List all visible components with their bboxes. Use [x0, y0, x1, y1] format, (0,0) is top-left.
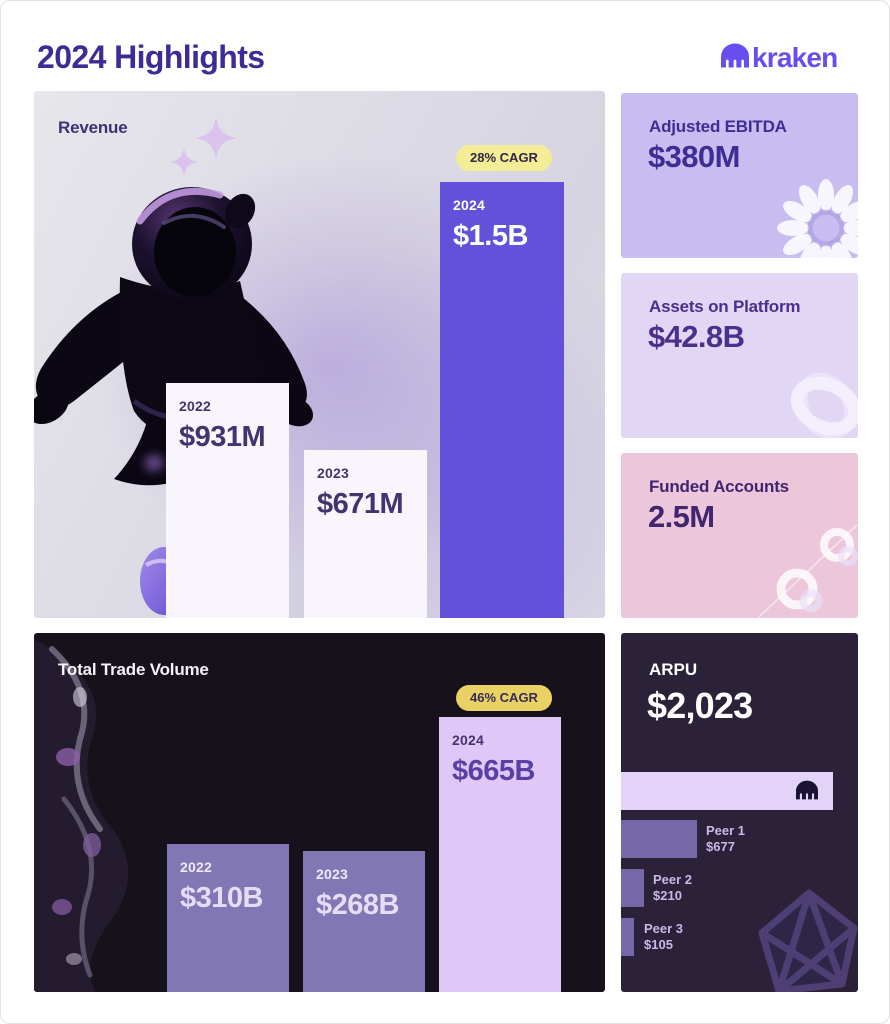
- stat-value: 2.5M: [648, 499, 715, 534]
- stat-card-adjusted-ebitda: Adjusted EBITDA $380M: [621, 93, 858, 258]
- bar-value-label: $665B: [452, 755, 535, 787]
- revenue-panel: Revenue 28% CAGR 2022 $931M 2023 $671M 2…: [34, 91, 605, 618]
- bar-year-label: 2024: [453, 197, 485, 213]
- stat-card-funded-accounts: Funded Accounts 2.5M: [621, 453, 858, 618]
- polyhedron-decoration: [758, 889, 858, 992]
- revenue-bar-2024: 2024 $1.5B: [440, 182, 564, 618]
- kraken-logo: kraken: [721, 43, 838, 73]
- peer2-label: Peer 2 $210: [653, 872, 692, 904]
- arpu-bar-peer1: [621, 820, 697, 858]
- bar-year-label: 2024: [452, 732, 484, 748]
- bar-year-label: 2022: [180, 859, 212, 875]
- bar-value-label: $931M: [179, 421, 266, 453]
- revenue-bar-2023: 2023 $671M: [304, 450, 427, 618]
- stat-card-assets-on-platform: Assets on Platform $42.8B: [621, 273, 858, 438]
- sparkles-icon: [170, 117, 237, 176]
- peer3-label: Peer 3 $105: [644, 921, 683, 953]
- stat-label: Adjusted EBITDA: [649, 117, 787, 136]
- knots-decoration: [758, 524, 858, 618]
- stat-value: $380M: [648, 139, 740, 174]
- flower-decoration: [777, 179, 858, 258]
- bar-year-label: 2023: [316, 866, 348, 882]
- kraken-wordmark: kraken: [752, 42, 838, 73]
- stat-label: Assets on Platform: [649, 297, 801, 316]
- trade-bar-2022: 2022 $310B: [167, 844, 289, 992]
- metallic-blob-decoration: [34, 639, 129, 992]
- peer-value: $105: [644, 937, 673, 952]
- peer-name: Peer 3: [644, 921, 684, 936]
- page-title: 2024 Highlights: [37, 39, 265, 75]
- arpu-panel: ARPU $2,023 Peer 1 $677 Peer 2 $210 Peer…: [621, 633, 858, 992]
- arpu-value: $2,023: [647, 685, 753, 726]
- bar-value-label: $268B: [316, 889, 399, 921]
- revenue-title: Revenue: [58, 118, 128, 137]
- bar-year-label: 2022: [179, 398, 211, 414]
- peer-name: Peer 1: [706, 823, 746, 838]
- stat-value: $42.8B: [648, 319, 745, 354]
- stat-label: Funded Accounts: [649, 477, 789, 496]
- arpu-bar-peer3: [621, 918, 634, 956]
- bar-value-label: $310B: [180, 882, 263, 914]
- peer-value: $677: [706, 839, 735, 854]
- arpu-title: ARPU: [649, 660, 698, 679]
- blur-dot-decoration: [144, 455, 164, 471]
- bar-value-label: $671M: [317, 488, 404, 520]
- knot-decoration: [790, 372, 858, 438]
- revenue-bar-2022: 2022 $931M: [166, 383, 289, 618]
- trade-volume-panel: Total Trade Volume 46% CAGR 2022 $310B 2…: [34, 633, 605, 992]
- peer-value: $210: [653, 888, 682, 903]
- arpu-bar-peer2: [621, 869, 644, 907]
- trade-volume-title: Total Trade Volume: [58, 660, 209, 679]
- bar-year-label: 2023: [317, 465, 349, 481]
- kraken-mark-icon: [721, 43, 749, 73]
- peer-name: Peer 2: [653, 872, 693, 887]
- trade-cagr-badge: 46% CAGR: [456, 685, 552, 711]
- bar-value-label: $1.5B: [453, 220, 528, 252]
- kraken-mark-icon: [796, 780, 818, 805]
- trade-bar-2023: 2023 $268B: [303, 851, 425, 992]
- peer1-label: Peer 1 $677: [706, 823, 745, 855]
- trade-bar-2024: 2024 $665B: [439, 717, 561, 992]
- revenue-cagr-badge: 28% CAGR: [456, 145, 552, 171]
- arpu-bar-kraken: [621, 772, 833, 810]
